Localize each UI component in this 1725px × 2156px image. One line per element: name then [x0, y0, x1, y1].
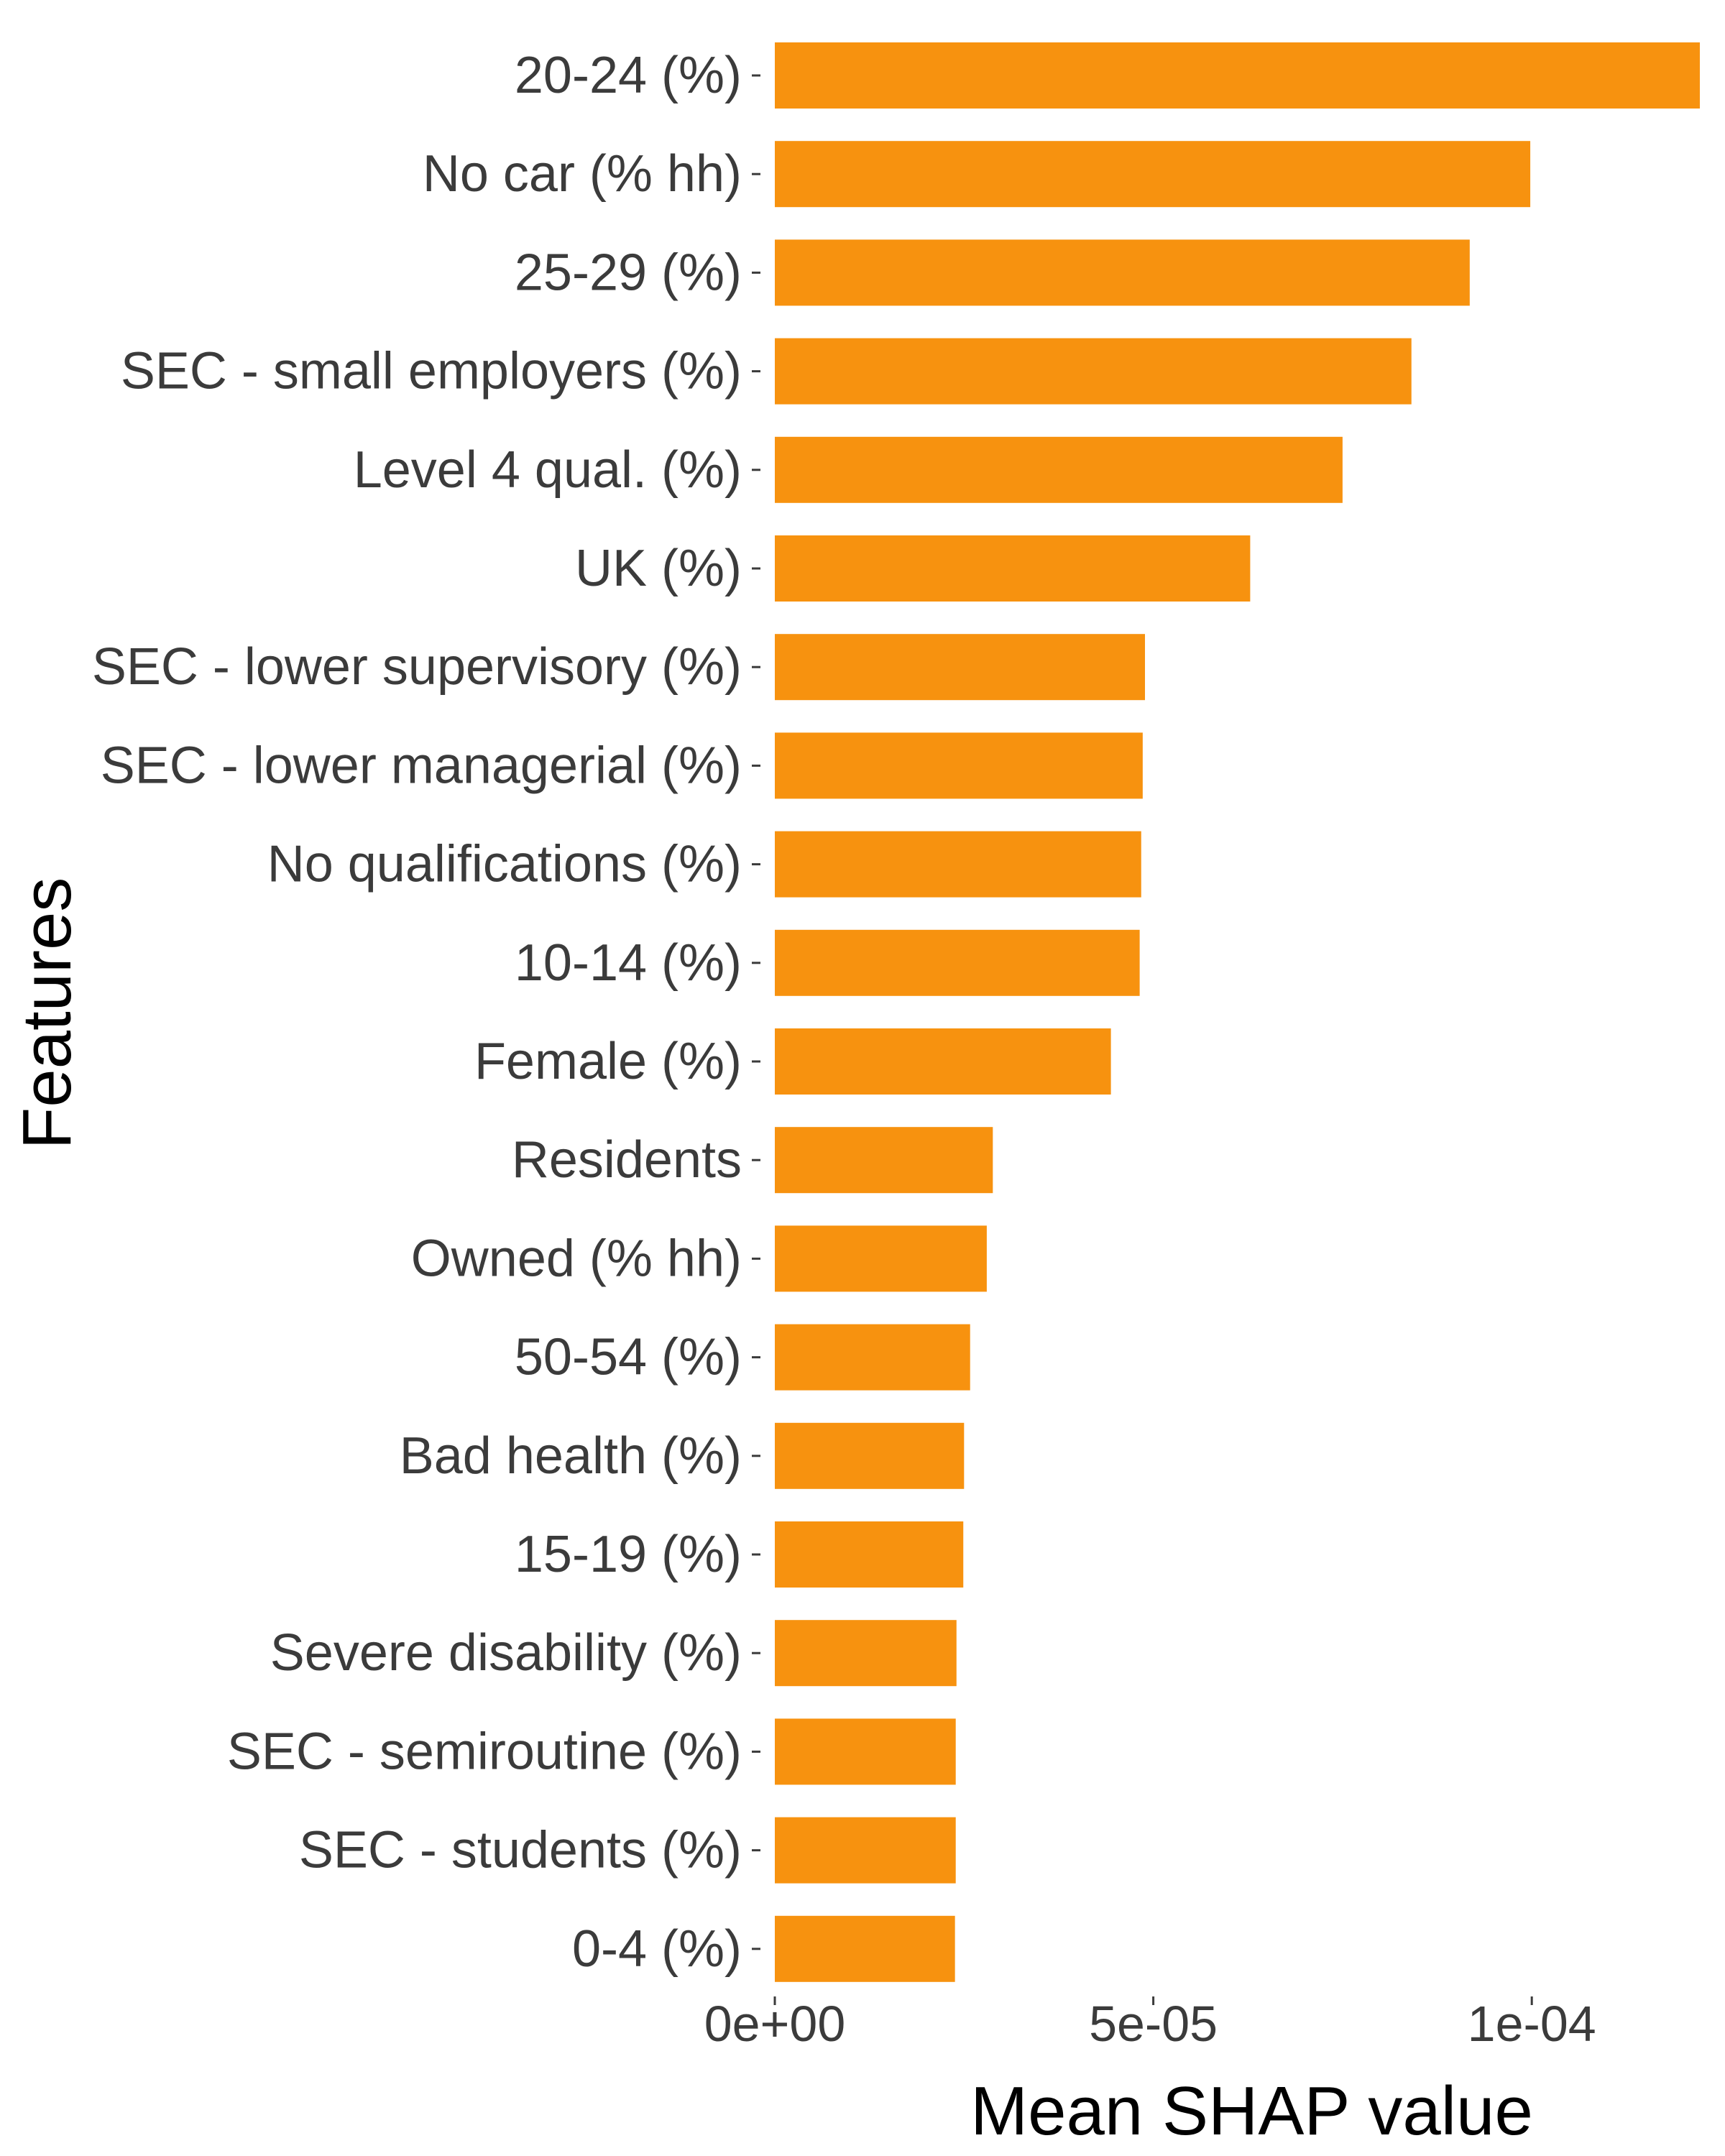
y-axis-ticks: 20-24 (%) No car (% hh) 25-29 (%) SEC - sma… — [92, 47, 760, 1978]
bar — [775, 1620, 957, 1687]
y-tick-label: SEC - semiroutine (%) — [227, 1723, 742, 1780]
y-tick-label: Owned (% hh) — [411, 1230, 742, 1287]
y-tick-label: Severe disability (%) — [270, 1624, 742, 1682]
x-axis-title: Mean SHAP value — [970, 2073, 1533, 2150]
bar — [775, 1521, 964, 1588]
y-tick-label: Female (%) — [474, 1033, 742, 1090]
bar — [775, 1225, 987, 1292]
y-tick-label: 10-14 (%) — [515, 934, 742, 992]
bar — [775, 338, 1412, 405]
y-tick-label: 25-29 (%) — [515, 244, 742, 301]
bars-group — [775, 42, 1700, 1982]
y-tick-label: SEC - lower supervisory (%) — [92, 638, 742, 696]
bar — [775, 1028, 1111, 1095]
y-tick-label: 15-19 (%) — [515, 1526, 742, 1583]
y-tick-label: 50-54 (%) — [515, 1329, 742, 1386]
bar — [775, 1324, 970, 1391]
bar — [775, 1915, 955, 1982]
y-tick-label: Level 4 qual. (%) — [354, 441, 742, 499]
y-tick-label: 0-4 (%) — [572, 1920, 742, 1978]
bar — [775, 436, 1343, 503]
bar — [775, 1718, 956, 1785]
bar — [775, 732, 1143, 799]
x-axis-ticks: 0e+00 5e-05 1e-04 — [704, 1996, 1596, 2052]
y-tick-label: No car (% hh) — [423, 145, 742, 203]
y-tick-label: SEC - lower managerial (%) — [101, 737, 742, 794]
bar — [775, 1422, 965, 1489]
x-tick-label: 1e-04 — [1468, 1996, 1596, 2052]
y-tick-label: Residents — [512, 1131, 742, 1189]
y-tick-label: SEC - students (%) — [299, 1822, 742, 1879]
bar — [775, 239, 1470, 306]
y-axis-title: Features — [9, 877, 86, 1150]
bar — [775, 929, 1140, 996]
bar — [775, 141, 1531, 208]
y-tick-label: UK (%) — [575, 540, 742, 597]
bar — [775, 1127, 993, 1194]
bar — [775, 1817, 956, 1884]
x-tick-label: 5e-05 — [1089, 1996, 1218, 2052]
y-tick-label: Bad health (%) — [400, 1427, 742, 1485]
y-tick-label: SEC - small employers (%) — [121, 343, 742, 400]
x-tick-label: 0e+00 — [704, 1996, 846, 2052]
y-tick-label: No qualifications (%) — [267, 836, 742, 893]
y-tick-label: 20-24 (%) — [515, 47, 742, 104]
bar — [775, 42, 1700, 109]
bar — [775, 831, 1141, 898]
bar — [775, 634, 1146, 701]
bar — [775, 535, 1251, 602]
